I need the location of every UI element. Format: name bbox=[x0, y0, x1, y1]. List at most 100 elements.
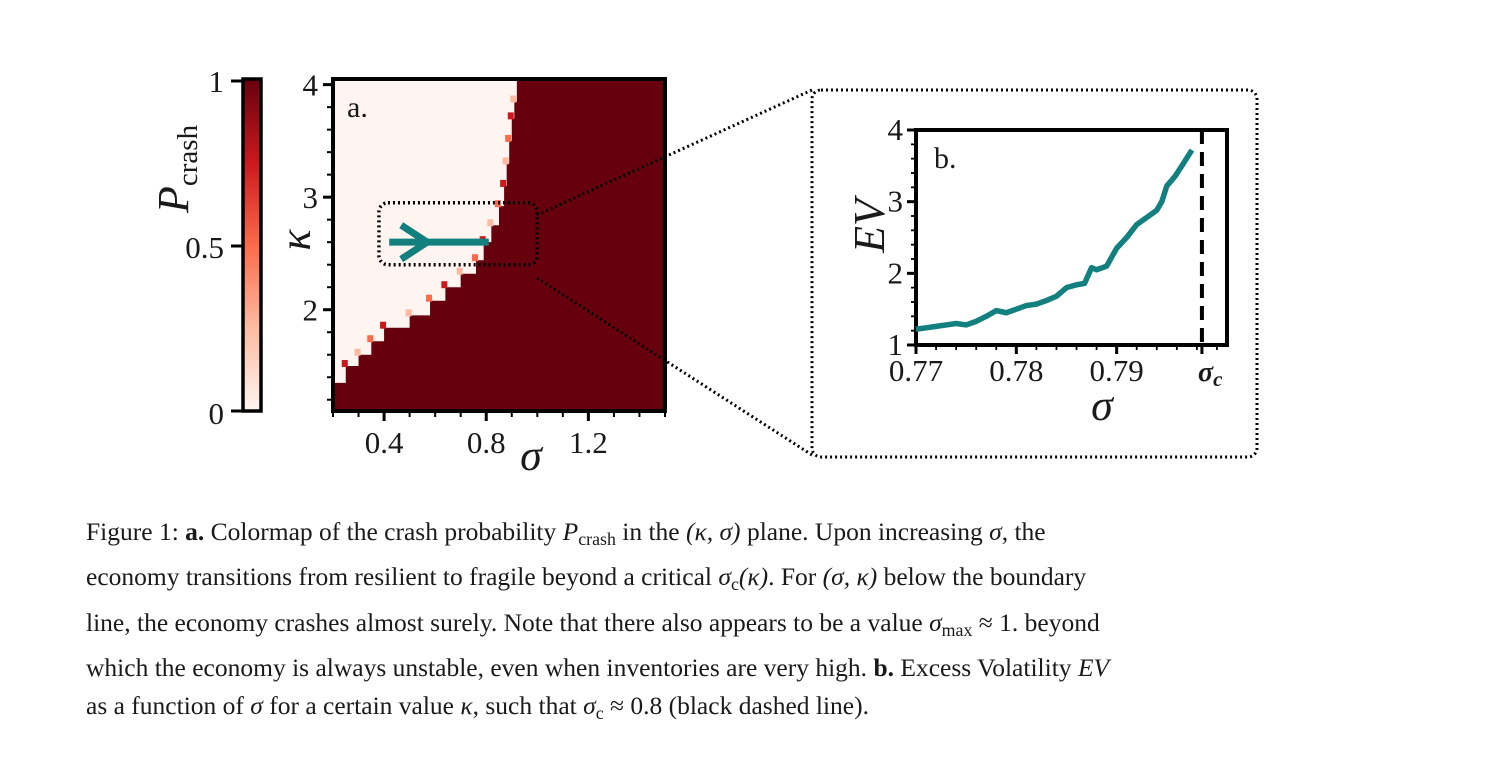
math-sigma: σ bbox=[989, 517, 1002, 546]
heatmap-y-label: κ bbox=[271, 229, 320, 251]
caption-text: (black dashed line). bbox=[668, 690, 869, 720]
ev-x-tick-label: 0.77 bbox=[889, 353, 943, 388]
transition-cell bbox=[487, 219, 494, 227]
caption-text: beyond bbox=[1024, 607, 1100, 637]
math-sigma-c: σ bbox=[718, 562, 731, 592]
ev-x-tick-label: 0.79 bbox=[1090, 353, 1144, 388]
ev-y-ticks: 1 2 3 4 bbox=[888, 112, 916, 362]
panel-a-label: a. bbox=[347, 91, 368, 124]
caption-text: line, the economy crashes almost surely.… bbox=[86, 607, 923, 637]
transition-cell bbox=[380, 321, 387, 329]
caption-figure-label: Figure 1: bbox=[86, 517, 179, 546]
zoom-connector-top bbox=[536, 88, 813, 217]
heatmap-x-tick-label: 0.8 bbox=[467, 425, 506, 460]
ev-x-ticks: 0.77 0.78 0.79 bbox=[889, 345, 1218, 388]
panel-b-label: b. bbox=[934, 142, 957, 175]
ev-x-label: σ bbox=[1091, 381, 1115, 430]
colorbar-tick-label-1: 1 bbox=[209, 64, 225, 99]
caption-line-5: as a function of σ for a certain value κ… bbox=[86, 687, 1416, 732]
caption-b-label: b. bbox=[873, 653, 894, 683]
ev-x-tick-label: 0.78 bbox=[989, 353, 1043, 388]
sweep-arrow-head bbox=[399, 222, 434, 263]
transition-cell bbox=[472, 254, 479, 262]
heatmap-plot-area bbox=[331, 77, 667, 413]
math-kappa: κ bbox=[460, 690, 473, 720]
math-sigma-c: σ bbox=[583, 690, 596, 720]
heatmap-x-label: σ bbox=[520, 431, 544, 480]
math-pair: (κ, σ) bbox=[686, 517, 741, 546]
caption-text: , the bbox=[1001, 517, 1046, 546]
heatmap-x-tick-label: 0.4 bbox=[365, 425, 404, 460]
caption-text: plane. Upon increasing bbox=[746, 517, 983, 546]
ev-y-label: EV bbox=[845, 194, 894, 254]
transition-cell bbox=[505, 134, 512, 142]
colorbar-tick-label-0: 0 bbox=[209, 396, 225, 431]
transition-cell bbox=[426, 294, 433, 302]
inset-border bbox=[810, 88, 1259, 459]
ev-y-tick-label: 2 bbox=[888, 255, 904, 290]
caption-text: for a certain value bbox=[269, 690, 454, 720]
math-pair: (σ, κ) bbox=[822, 562, 878, 592]
ev-y-tick-label: 3 bbox=[888, 184, 904, 219]
figure-1: 1 0.5 0 Pcrash a. 0.4 0.8 1.2 2 3 4 σ κ b. 0… bbox=[149, 64, 1259, 480]
math-ev: EV bbox=[1077, 653, 1110, 683]
caption-text: Excess Volatility bbox=[900, 653, 1072, 683]
transition-cell bbox=[354, 348, 361, 356]
caption-text: below the boundary bbox=[883, 562, 1087, 592]
heatmap-y-tick-label: 2 bbox=[303, 293, 319, 328]
figure-caption: Figure 1: a. Colormap of the crash proba… bbox=[86, 513, 1416, 732]
heatmap-y-tick-label: 3 bbox=[303, 180, 319, 215]
caption-text: economy transitions from resilient to fr… bbox=[86, 562, 712, 592]
ev-y-tick-label: 4 bbox=[888, 112, 904, 147]
math-sub-crash: crash bbox=[578, 528, 616, 549]
caption-line-4: which the economy is always unstable, ev… bbox=[86, 649, 1416, 686]
math-approx-08: ≈ 0.8 bbox=[609, 690, 663, 720]
colorbar-gradient bbox=[241, 77, 263, 413]
colorbar-tick-label-05: 0.5 bbox=[185, 230, 224, 265]
caption-line-1: Figure 1: a. Colormap of the crash proba… bbox=[86, 513, 1416, 558]
transition-cell bbox=[502, 157, 509, 165]
math-sub-c: c bbox=[730, 574, 739, 595]
caption-text: , such that bbox=[472, 690, 577, 720]
transition-cell bbox=[510, 95, 517, 103]
critical-sigma-sub: c bbox=[1213, 367, 1223, 391]
caption-line-2: economy transitions from resilient to fr… bbox=[86, 558, 1416, 603]
colorbar-label-sub: crash bbox=[172, 124, 204, 186]
caption-text: Colormap of the crash probability bbox=[210, 517, 557, 546]
critical-sigma-label: σc bbox=[1198, 357, 1223, 391]
zoom-box bbox=[377, 201, 540, 267]
caption-a-label: a. bbox=[185, 517, 205, 546]
safe-region bbox=[333, 79, 517, 383]
transition-cell bbox=[441, 281, 448, 289]
colorbar-label: Pcrash bbox=[149, 124, 204, 214]
transition-cell bbox=[507, 112, 514, 120]
math-sub-max: max bbox=[941, 619, 973, 640]
math-sigma: σ bbox=[250, 690, 263, 720]
math-kappa-paren: (κ) bbox=[738, 562, 769, 592]
transition-cell bbox=[456, 267, 463, 275]
math-sub-c: c bbox=[595, 702, 604, 723]
heatmap-x-ticks: 0.4 0.8 1.2 bbox=[332, 411, 666, 460]
transition-cell bbox=[341, 359, 348, 367]
transition-cell bbox=[405, 309, 412, 317]
transition-cell bbox=[367, 335, 374, 343]
caption-text: in the bbox=[622, 517, 680, 546]
ev-y-tick-label: 1 bbox=[888, 327, 904, 362]
ev-frame bbox=[914, 128, 1229, 347]
caption-text: which the economy is always unstable, ev… bbox=[86, 653, 868, 683]
caption-text: . For bbox=[768, 562, 817, 592]
heatmap-y-ticks: 2 3 4 bbox=[303, 68, 333, 401]
heatmap-panel: a. 0.4 0.8 1.2 2 3 4 σ κ bbox=[271, 68, 667, 480]
ev-series-line bbox=[915, 148, 1195, 332]
critical-sigma-symbol: σ bbox=[1198, 357, 1214, 388]
caption-text: as a function of bbox=[86, 690, 244, 720]
heatmap-y-tick-label: 4 bbox=[303, 68, 319, 103]
heatmap-x-tick-label: 1.2 bbox=[569, 425, 608, 460]
colorbar: 1 0.5 0 Pcrash bbox=[149, 64, 263, 431]
heatmap-frame bbox=[331, 77, 667, 413]
math-p: P bbox=[562, 517, 579, 546]
transition-cell bbox=[500, 179, 507, 187]
colorbar-label-main: P bbox=[149, 186, 198, 214]
math-sigma: σ bbox=[929, 607, 942, 637]
